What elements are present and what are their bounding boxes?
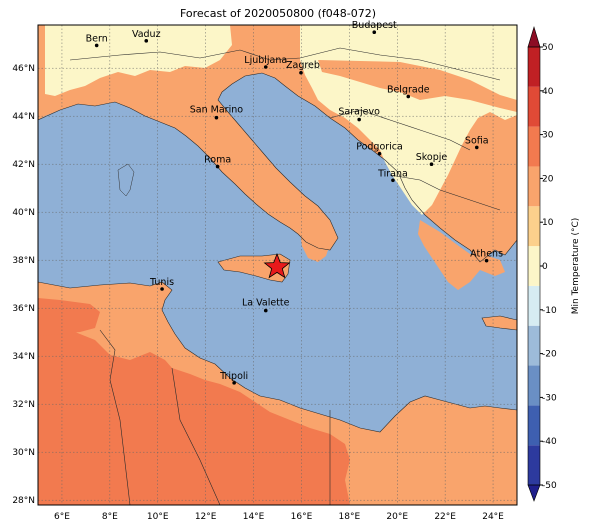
colorbar-tick-label: -50	[542, 481, 557, 491]
colorbar-tick-label: 30	[542, 131, 554, 141]
warm-band-pannonia	[318, 60, 517, 112]
city-label: Zagreb	[286, 60, 320, 71]
city-dot	[94, 43, 99, 48]
city-dot	[429, 162, 434, 166]
colorbar-tick-label: -30	[542, 393, 557, 403]
lat-tick-label: 32°N	[12, 400, 35, 410]
land-sardinia	[117, 163, 135, 197]
colorbar-tick-label: -10	[542, 306, 557, 316]
colorbar-extend-high	[527, 25, 541, 48]
city-label: Tripoli	[219, 371, 248, 382]
colorbar-segment	[528, 126, 540, 167]
colorbar-tick-label: -20	[542, 350, 557, 360]
city-label: Roma	[204, 155, 231, 166]
city-dot	[474, 145, 479, 150]
colorbar-tick-label: 10	[542, 218, 554, 228]
city-label: Skopje	[416, 152, 448, 163]
longitude-ticks: 6°E 8°E 10°E 12°E 14°E 16°E 18°E 20°E 22°E 24°E	[54, 512, 504, 522]
city-dot	[299, 70, 303, 75]
colorbar-segment	[528, 47, 540, 87]
lat-tick-label: 28°N	[12, 496, 35, 506]
lat-tick-label: 36°N	[12, 304, 35, 314]
lon-tick-label: 20°E	[386, 512, 408, 522]
city-dot	[406, 94, 411, 99]
colorbar-segment	[528, 365, 540, 406]
city-label: Vaduz	[132, 29, 161, 40]
city-label: Sarajevo	[338, 107, 380, 118]
city-dot	[391, 178, 395, 183]
land-greece	[418, 220, 505, 290]
land-calabria	[300, 232, 330, 262]
colorbar-tick-label: 0	[542, 262, 548, 272]
city-dot	[484, 258, 489, 263]
colorbar-segment	[528, 246, 540, 286]
city-dot	[263, 65, 268, 69]
colorbar-tick-label: 50	[542, 43, 554, 53]
lat-tick-label: 30°N	[12, 448, 35, 458]
colorbar-segment	[528, 325, 540, 366]
map-frame	[37, 24, 518, 506]
lat-tick-label: 46°N	[12, 64, 35, 74]
lat-tick-label: 40°N	[12, 208, 35, 218]
city-label: Athens	[470, 249, 503, 260]
city-label: Bern	[86, 33, 108, 44]
city-label: Sofia	[465, 135, 489, 146]
lon-tick-label: 10°E	[147, 512, 169, 522]
colorbar-label: Min Temperature (°C)	[571, 218, 581, 315]
map-title: Forecast of 2020050800 (f048-072)	[179, 7, 377, 20]
colorbar-segment	[528, 445, 540, 485]
lon-tick-label: 24°E	[482, 512, 504, 522]
colorbar: -50 -40 -30 -20 -10 0 10 20 30 40 50	[527, 25, 557, 502]
city-dot	[357, 117, 361, 122]
lon-tick-label: 12°E	[195, 512, 217, 522]
city-label: Ljubljana	[244, 55, 287, 66]
lon-tick-label: 6°E	[54, 512, 70, 522]
city-dot	[372, 30, 377, 34]
colorbar-tick-label: 40	[542, 87, 554, 97]
star-marker-icon	[263, 252, 291, 279]
city-label: Belgrade	[387, 85, 430, 96]
city-label: Budapest	[352, 20, 397, 31]
colorbar-segment	[528, 206, 540, 247]
city-dot	[263, 308, 268, 313]
city-dot	[144, 39, 149, 43]
city-dot	[377, 151, 382, 156]
lat-tick-label: 34°N	[12, 352, 35, 362]
hot-patch-sahara-west	[38, 298, 100, 336]
lat-tick-label: 38°N	[12, 256, 35, 266]
lon-tick-label: 22°E	[434, 512, 456, 522]
city-label: Podgorica	[356, 142, 403, 153]
lon-tick-label: 14°E	[243, 512, 265, 522]
colorbar-tick-label: -40	[542, 437, 557, 447]
lat-tick-label: 42°N	[12, 160, 35, 170]
colorbar-tick-label: 20	[542, 174, 554, 184]
colorbar-segment	[528, 86, 540, 127]
city-label: Tunis	[149, 277, 174, 288]
city-label: La Valette	[242, 298, 290, 309]
lon-tick-label: 8°E	[102, 512, 118, 522]
coastlines	[38, 47, 517, 505]
colorbar-segment	[528, 405, 540, 446]
colorbar-segment	[528, 166, 540, 207]
city-dot	[215, 164, 220, 169]
city-dot	[214, 115, 219, 120]
lat-tick-label: 44°N	[12, 112, 35, 122]
city-label: San Marino	[190, 105, 243, 116]
colorbar-extend-low	[527, 484, 541, 502]
latitude-ticks: 46°N 44°N 42°N 40°N 38°N 36°N 34°N 32°N 30°N 28°N	[12, 64, 35, 506]
hot-patch-sahara	[38, 330, 350, 505]
lon-tick-label: 16°E	[291, 512, 313, 522]
city-dot	[232, 381, 236, 385]
lon-tick-label: 18°E	[339, 512, 361, 522]
city-label: Tirana	[377, 168, 408, 179]
colorbar-segment	[528, 285, 540, 326]
city-dot	[160, 287, 164, 291]
cool-patch-alps	[45, 25, 232, 96]
